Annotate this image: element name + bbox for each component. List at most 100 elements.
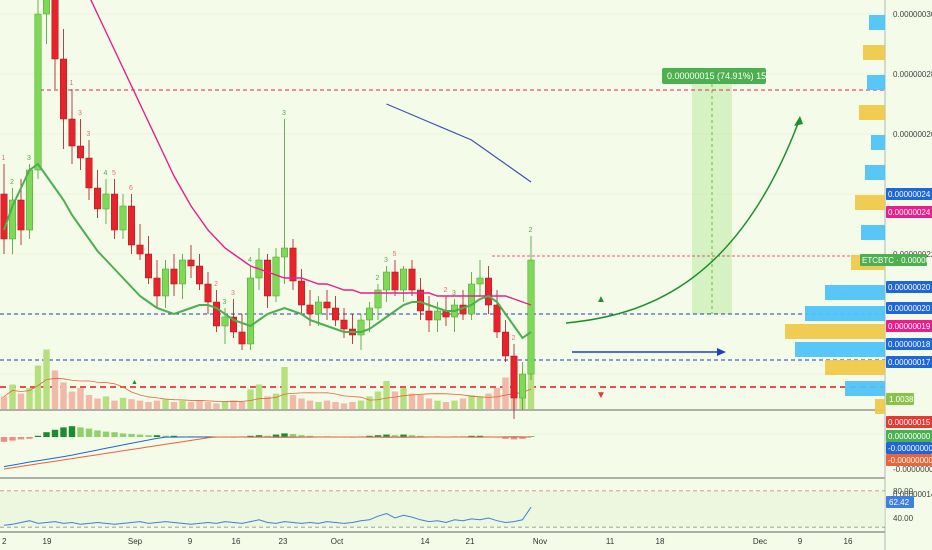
- pattern-count-label: 2: [512, 335, 516, 342]
- volume-bar: [77, 388, 84, 409]
- volume-bar: [162, 399, 169, 409]
- time-tick-label: 23: [279, 537, 288, 546]
- volume-bar: [374, 391, 382, 409]
- candle-body: [60, 58, 67, 120]
- candle-body: [332, 307, 339, 321]
- time-tick-label: 9: [188, 537, 193, 546]
- macd-signal-line: [3, 436, 531, 470]
- candle-body: [281, 247, 288, 258]
- candle-body: [417, 289, 424, 312]
- volume-bar: [408, 393, 416, 409]
- candle-body: [196, 265, 203, 285]
- volume-bar: [417, 395, 424, 409]
- volume-bar: [502, 377, 509, 409]
- macd-histogram-bar: [519, 437, 526, 439]
- pattern-count-label: 2: [376, 275, 380, 282]
- volume-bar: [34, 365, 42, 409]
- volume-bar: [255, 384, 263, 409]
- volume-profile-bar: [825, 285, 885, 300]
- volume-bar: [442, 402, 450, 409]
- macd-histogram-bar: [366, 435, 373, 437]
- macd-histogram-bar: [383, 434, 390, 437]
- candle-body: [213, 301, 220, 327]
- macd-histogram-bar: [85, 428, 93, 437]
- macd-tag: [886, 430, 932, 442]
- volume-bar: [315, 402, 322, 409]
- volume-bar: [145, 402, 152, 409]
- price-tag: [860, 254, 927, 266]
- pattern-count-label: 1: [2, 155, 6, 162]
- candle-body: [34, 13, 42, 171]
- pattern-count-label: 3: [231, 290, 235, 297]
- volume-profile: [785, 15, 885, 414]
- macd-histogram-bar: [51, 429, 59, 437]
- candle-body: [9, 199, 16, 240]
- macd-histogram-bar: [281, 433, 288, 437]
- macd-histogram-bar: [502, 437, 509, 439]
- volume-profile-bar: [859, 105, 885, 120]
- candle-body: [145, 253, 152, 279]
- volume-bar: [289, 395, 297, 409]
- macd-histogram-bar: [272, 434, 280, 437]
- candle-body: [315, 301, 322, 315]
- volume-profile-bar: [865, 165, 885, 180]
- volume-bar: [94, 398, 101, 409]
- macd-histogram-bar: [145, 435, 152, 437]
- pattern-count-label: 5: [393, 251, 397, 258]
- macd-histogram-bar: [153, 435, 161, 437]
- volume-tag-label: 1.0038: [889, 395, 914, 404]
- volume-bar: [451, 400, 458, 409]
- sideways-arrow-head: [717, 348, 726, 356]
- macd-histogram-bar: [26, 437, 33, 439]
- candle-body: [153, 277, 161, 297]
- volume-profile-bar: [785, 324, 885, 339]
- volume-bar: [213, 403, 220, 409]
- candle-body: [357, 319, 365, 336]
- volume-bar: [221, 402, 229, 409]
- candle-body: [170, 268, 178, 285]
- volume-profile-bar: [825, 360, 885, 375]
- time-tick-label: 9: [798, 537, 803, 546]
- macd-tag: [886, 454, 932, 466]
- volume-bar: [111, 400, 118, 409]
- macd-histogram-bar: [102, 431, 110, 437]
- volume-bar: [366, 396, 373, 409]
- time-tick-label: Nov: [533, 537, 547, 546]
- candle-body: [238, 331, 246, 345]
- volume-profile-bar: [871, 135, 885, 150]
- macd-histogram-bar: [247, 435, 254, 437]
- macd-histogram-bar: [17, 437, 25, 440]
- price-tick-label: 0.00000014: [893, 490, 932, 499]
- volume-bar: [230, 400, 237, 409]
- volume-bar: [187, 402, 195, 409]
- blue-ma-line: [386, 103, 532, 183]
- target-label: 0.00000015 (74.91%) 15: [667, 71, 766, 81]
- macd-histogram-bar: [128, 434, 135, 437]
- candle-body: [476, 277, 484, 285]
- candle-body: [221, 316, 229, 327]
- candle-body: [306, 304, 314, 315]
- pattern-count-label: 2: [10, 179, 14, 186]
- pattern-count-label: 2: [214, 281, 218, 288]
- rsi-band: [0, 491, 885, 527]
- pattern-count-label: 3: [282, 110, 286, 117]
- candle-body: [162, 268, 169, 297]
- candle-body: [77, 145, 84, 159]
- macd-histogram-bar: [119, 433, 127, 437]
- volume-bar: [17, 393, 25, 409]
- magenta-ema-line: [90, 0, 532, 306]
- time-tick-label: Sep: [128, 537, 143, 546]
- volume-bar: [272, 393, 280, 409]
- candle-body: [400, 268, 407, 291]
- candle-body: [247, 277, 254, 345]
- price-tag: [886, 338, 932, 350]
- candle-body: [17, 199, 25, 231]
- macd-histogram-bar: [255, 435, 263, 437]
- volume-bar: [51, 370, 59, 409]
- volume-tag: [886, 393, 914, 405]
- macd-histogram-bar: [408, 435, 416, 437]
- candle-body: [26, 169, 33, 231]
- macd-histogram-bar: [298, 435, 305, 437]
- candle-body: [340, 319, 348, 330]
